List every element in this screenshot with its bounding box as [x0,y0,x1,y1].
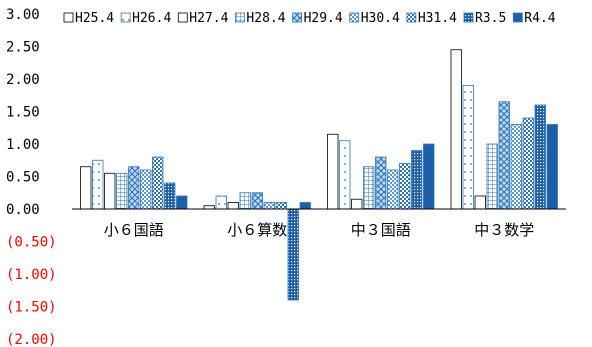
legend-swatch [406,12,417,23]
y-tick-label: 2.00 [6,72,40,88]
bars-group [80,49,558,301]
legend-swatch [349,12,360,23]
bar-H31.4-0 [152,156,164,210]
legend-label: H25.4 [75,11,114,26]
bar-H30.4-1 [263,202,275,210]
bar-R3.5-2 [411,150,423,210]
legend-label: H29.4 [304,11,343,26]
bar-H28.4-1 [239,192,251,210]
bar-R3.5-1 [287,208,299,301]
legend-swatch [292,12,302,23]
y-tick-label: (1.50) [6,300,57,316]
bar-H30.4-3 [510,124,522,210]
legend-swatch [512,12,523,23]
legend-swatch [235,12,245,23]
bar-H31.4-1 [275,202,287,210]
category-labels: 小６国語 小６算数 中３国語 中３数学 [104,221,535,239]
bar-H28.4-3 [486,143,498,210]
y-tick-label: 0.50 [6,170,40,186]
legend-label: H31.4 [418,11,457,26]
bar-R4.4-3 [546,124,558,210]
legend-swatch [63,12,74,23]
bar-R3.5-0 [164,182,176,210]
legend-swatch [120,12,131,23]
category-label: 小６算数 [227,221,287,239]
y-tick-label: (2.00) [6,332,57,347]
bar-H27.4-3 [474,195,486,210]
bar-H31.4-3 [522,117,534,210]
bar-H26.4-1 [215,195,227,210]
bar-H25.4-3 [450,49,462,210]
bar-H29.4-0 [128,166,140,210]
y-tick-label: 3.00 [6,7,40,23]
legend-swatch [177,12,188,23]
bar-R4.4-0 [176,195,188,210]
bar-H28.4-0 [116,172,128,210]
bar-R4.4-1 [299,202,311,210]
category-label: 中３国語 [351,221,411,239]
bar-R3.5-3 [534,104,546,210]
legend-label: R3.5 [475,11,506,26]
bar-H26.4-2 [339,140,351,210]
bar-H26.4-3 [462,85,474,210]
category-label: 中３数学 [474,221,534,239]
bar-H27.4-1 [227,202,239,210]
bar-H29.4-3 [498,101,510,210]
y-tick-label: 2.50 [6,40,40,56]
category-label: 小６国語 [104,221,164,239]
bar-H25.4-2 [327,133,339,210]
y-tick-label: (0.50) [6,235,57,251]
legend-label: H30.4 [361,11,400,26]
y-tick-label: 0.00 [6,202,40,218]
y-tick-label: 1.50 [6,105,40,121]
y-tick-label: 1.00 [6,137,40,153]
bar-H26.4-0 [92,159,104,210]
bar-H29.4-2 [375,156,387,210]
bar-H27.4-2 [351,198,363,210]
bar-H30.4-2 [387,169,399,210]
y-tick-label: (1.00) [6,267,57,283]
legend-label: H27.4 [189,11,228,26]
bar-H30.4-0 [140,169,152,210]
bar-H31.4-2 [399,163,411,210]
bar-H25.4-0 [80,166,92,210]
bar-H27.4-0 [104,172,116,210]
legend-label: H28.4 [246,11,285,26]
bar-H28.4-2 [363,166,375,210]
legend-swatch [463,12,474,23]
legend-label: H26.4 [132,11,171,26]
bar-H29.4-1 [251,192,263,210]
y-axis-tick-labels: 3.00 2.50 2.00 1.50 1.00 0.50 0.00 (0.50) (1.00)… [6,7,57,347]
bar-R4.4-2 [423,143,435,210]
legend-label: R4.4 [524,11,555,26]
legend: H25.4 H26.4 H27.4 H28.4 H29.4 H30.4 H31.4 R3.5 R… [63,11,556,26]
